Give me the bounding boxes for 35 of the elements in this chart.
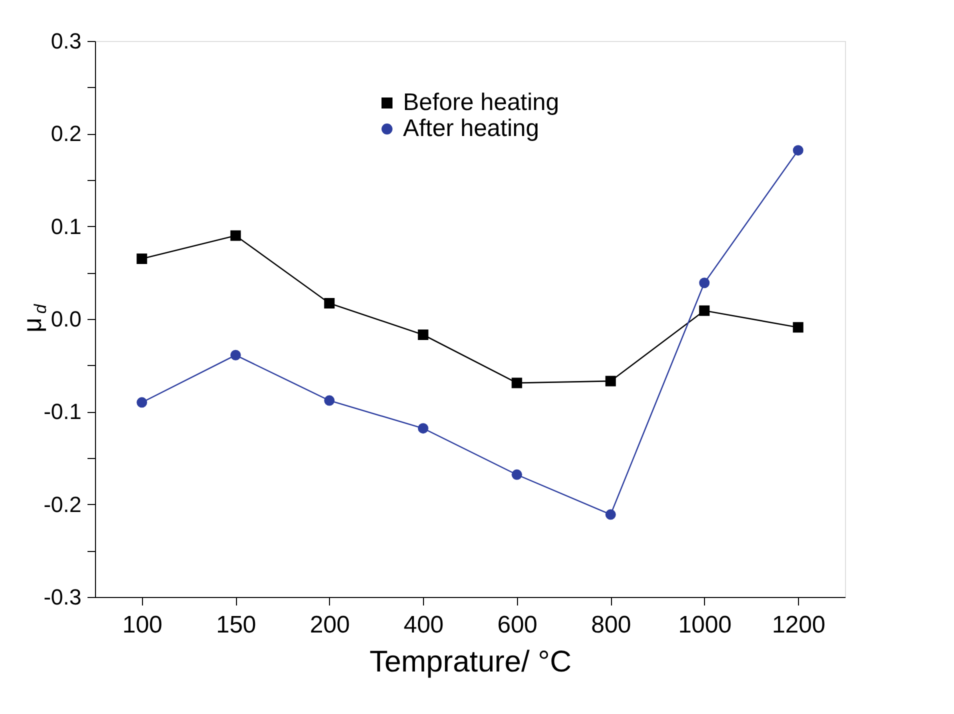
y-tick-label: 0.3	[50, 28, 82, 54]
y-tick-label: 0.2	[50, 121, 82, 146]
point	[699, 305, 710, 316]
point	[136, 254, 148, 264]
y-tick-label: 0.0	[50, 306, 82, 332]
y-tick-label: -0.3	[44, 584, 82, 610]
x-tick-label: 600	[497, 612, 538, 638]
y-tick-label: 0.1	[50, 214, 82, 239]
y-tick-label: -0.2	[44, 492, 82, 517]
x-tick-label: 400	[404, 612, 444, 638]
legend-label: After heating	[403, 115, 540, 142]
x-axis-title: Temprature/ °C	[369, 646, 572, 678]
x-tick-label: 1200	[772, 612, 826, 638]
point	[418, 330, 428, 340]
x-tick-label: 800	[591, 612, 632, 638]
point	[792, 145, 804, 156]
point	[792, 322, 804, 333]
x-tick-label: 150	[216, 612, 256, 638]
point	[699, 278, 710, 288]
y-tick-label: -0.1	[44, 399, 82, 424]
point	[418, 423, 428, 434]
x-tick-label: 1000	[678, 612, 732, 638]
point	[324, 395, 335, 406]
point	[512, 378, 522, 388]
point	[512, 469, 522, 480]
point	[605, 376, 616, 386]
legend-label: Before heating	[403, 89, 560, 116]
x-tick-label: 200	[310, 612, 350, 638]
x-tick-label: 100	[122, 612, 162, 638]
point	[324, 298, 335, 308]
point	[136, 397, 148, 408]
point	[230, 230, 241, 241]
point	[605, 509, 616, 520]
y-axis-title: μd	[17, 304, 50, 332]
point	[230, 350, 241, 360]
